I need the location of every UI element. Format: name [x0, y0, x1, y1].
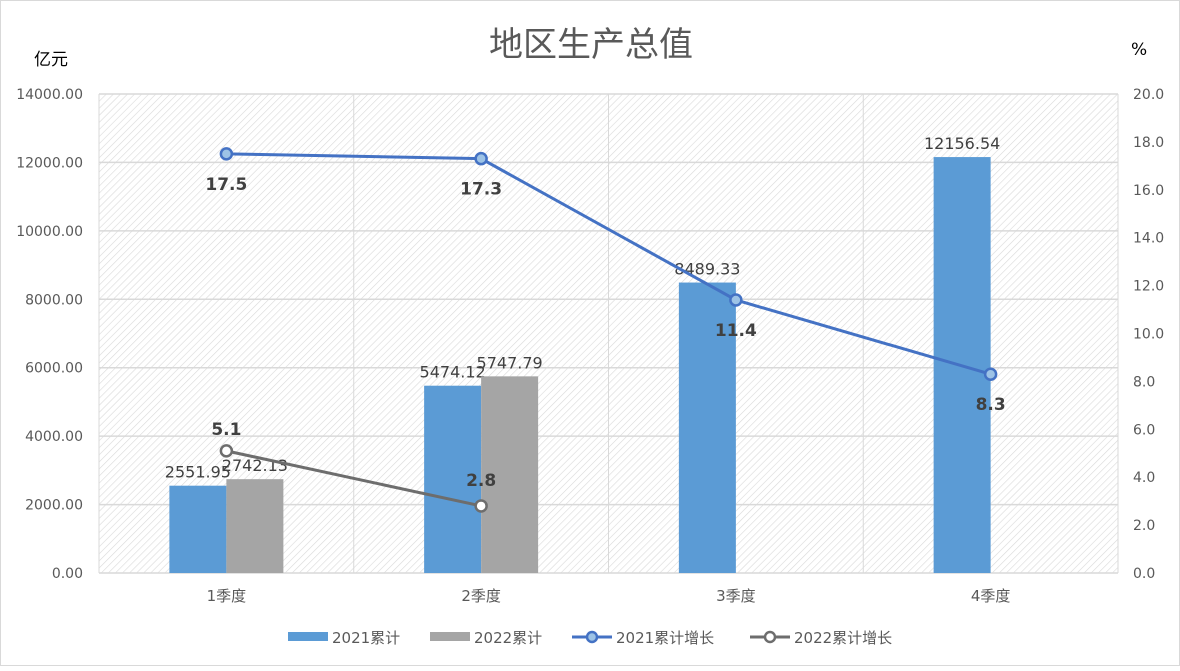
right-tick-label: 6.0 — [1133, 422, 1155, 438]
left-tick-label: 6000.00 — [25, 361, 83, 377]
bar — [678, 282, 736, 573]
right-axis-unit: % — [1131, 40, 1147, 60]
line-data-label: 17.3 — [460, 180, 502, 200]
category-label: 2季度 — [461, 587, 501, 605]
left-tick-label: 14000.00 — [16, 87, 83, 103]
line-marker — [474, 499, 488, 513]
left-tick-label: 8000.00 — [25, 292, 83, 308]
left-tick-label: 0.00 — [52, 566, 83, 582]
category-label: 4季度 — [971, 587, 1011, 605]
right-tick-label: 12.0 — [1133, 279, 1164, 295]
bar — [169, 485, 227, 573]
series-line — [226, 152, 992, 376]
bar — [226, 479, 284, 573]
right-tick-label: 4.0 — [1133, 470, 1155, 486]
category-label: 3季度 — [716, 587, 756, 605]
legend-swatch — [288, 632, 328, 641]
legend-label: 2021累计 — [332, 629, 400, 647]
right-tick-label: 10.0 — [1133, 327, 1164, 343]
left-tick-label: 2000.00 — [25, 498, 83, 514]
left-tick-label: 4000.00 — [25, 429, 83, 445]
bar-data-label: 8489.33 — [674, 260, 740, 279]
line-data-label: 8.3 — [976, 395, 1006, 415]
line-marker — [983, 367, 998, 381]
line-data-label: 11.4 — [715, 321, 757, 341]
line-data-label: 17.5 — [205, 175, 247, 195]
bar-data-label: 2742.13 — [222, 456, 288, 475]
left-axis-unit: 亿元 — [34, 50, 68, 70]
bar-data-label: 5747.79 — [477, 353, 543, 372]
right-tick-label: 2.0 — [1133, 518, 1155, 534]
chart-title: 地区生产总值 — [489, 25, 693, 65]
left-tick-label: 10000.00 — [16, 224, 83, 240]
legend-label: 2022累计增长 — [794, 629, 892, 647]
bar-data-label: 12156.54 — [924, 134, 1000, 153]
legend-marker — [585, 630, 599, 644]
line-marker — [219, 147, 234, 161]
legend-marker — [763, 630, 777, 644]
left-tick-label: 12000.00 — [16, 155, 83, 171]
line-data-label: 2.8 — [466, 471, 496, 491]
bar — [424, 385, 482, 573]
right-tick-label: 16.0 — [1133, 183, 1164, 199]
bar-data-label: 5474.12 — [420, 363, 486, 382]
right-tick-label: 8.0 — [1133, 374, 1155, 390]
line-marker — [219, 444, 234, 458]
bar-data-label: 2551.95 — [165, 463, 231, 482]
right-tick-label: 14.0 — [1133, 231, 1164, 247]
line-data-label: 5.1 — [211, 420, 241, 440]
series-line — [226, 449, 482, 508]
legend-swatch — [430, 632, 470, 641]
right-tick-label: 18.0 — [1133, 135, 1164, 151]
legend-label: 2021累计增长 — [616, 629, 714, 647]
legend-label: 2022累计 — [474, 629, 542, 647]
right-tick-label: 0.0 — [1133, 566, 1155, 582]
line-marker — [729, 293, 743, 307]
right-tick-label: 20.0 — [1133, 87, 1164, 103]
line-marker — [474, 151, 488, 166]
bar — [481, 376, 539, 573]
category-label: 1季度 — [207, 587, 247, 605]
